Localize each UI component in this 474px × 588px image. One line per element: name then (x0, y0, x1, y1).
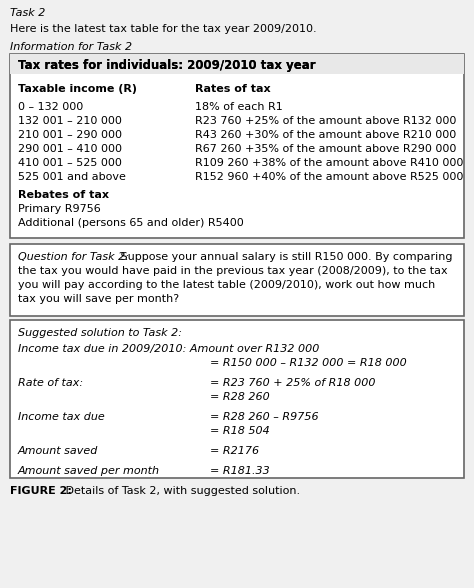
Text: Suppose your annual salary is still R150 000. By comparing: Suppose your annual salary is still R150… (117, 252, 453, 262)
Text: = R23 760 + 25% of R18 000: = R23 760 + 25% of R18 000 (210, 378, 375, 388)
Text: 132 001 – 210 000: 132 001 – 210 000 (18, 116, 122, 126)
Text: = R2176: = R2176 (210, 446, 259, 456)
Text: 210 001 – 290 000: 210 001 – 290 000 (18, 130, 122, 140)
Text: Tax rates for individuals: 2009/2010 tax year: Tax rates for individuals: 2009/2010 tax… (18, 59, 316, 72)
Text: 290 001 – 410 000: 290 001 – 410 000 (18, 144, 122, 154)
Text: 410 001 – 525 000: 410 001 – 525 000 (18, 158, 122, 168)
Text: Income tax due: Income tax due (18, 412, 105, 422)
Text: Income tax due in 2009/2010: Amount over R132 000: Income tax due in 2009/2010: Amount over… (18, 344, 319, 354)
Text: R43 260 +30% of the amount above R210 000: R43 260 +30% of the amount above R210 00… (195, 130, 456, 140)
Text: 525 001 and above: 525 001 and above (18, 172, 126, 182)
Bar (10, 54, 464, 74)
Text: Amount saved: Amount saved (18, 446, 99, 456)
Text: FIGURE 2:: FIGURE 2: (10, 486, 72, 496)
Text: 0 – 132 000: 0 – 132 000 (18, 102, 83, 112)
Text: Additional (persons 65 and older) R5400: Additional (persons 65 and older) R5400 (18, 218, 244, 228)
Text: Tax rates for individuals: 2009/2010 tax year: Tax rates for individuals: 2009/2010 tax… (18, 59, 316, 72)
Text: Rate of tax:: Rate of tax: (18, 378, 83, 388)
Text: Suggested solution to Task 2:: Suggested solution to Task 2: (18, 328, 182, 338)
Text: you will pay according to the latest table (2009/2010), work out how much: you will pay according to the latest tab… (18, 280, 435, 290)
Text: Here is the latest tax table for the tax year 2009/2010.: Here is the latest tax table for the tax… (10, 24, 317, 34)
Bar (10, 54, 464, 74)
Text: Amount saved per month: Amount saved per month (18, 466, 160, 476)
Text: Details of Task 2, with suggested solution.: Details of Task 2, with suggested soluti… (62, 486, 300, 496)
Bar (10, 320, 464, 478)
Text: tax you will save per month?: tax you will save per month? (18, 294, 179, 304)
Text: Question for Task 2:: Question for Task 2: (18, 252, 129, 262)
Text: Primary R9756: Primary R9756 (18, 204, 101, 214)
Text: Taxable income (R): Taxable income (R) (18, 84, 137, 94)
Text: R23 760 +25% of the amount above R132 000: R23 760 +25% of the amount above R132 00… (195, 116, 456, 126)
Text: Task 2: Task 2 (10, 8, 46, 18)
Text: R152 960 +40% of the amount above R525 000: R152 960 +40% of the amount above R525 0… (195, 172, 464, 182)
Text: R67 260 +35% of the amount above R290 000: R67 260 +35% of the amount above R290 00… (195, 144, 456, 154)
Text: Rebates of tax: Rebates of tax (18, 190, 109, 200)
Bar (10, 244, 464, 316)
Text: the tax you would have paid in the previous tax year (2008/2009), to the tax: the tax you would have paid in the previ… (18, 266, 447, 276)
Text: = R28 260 – R9756: = R28 260 – R9756 (210, 412, 319, 422)
Bar (10, 54, 464, 238)
Text: R109 260 +38% of the amount above R410 000: R109 260 +38% of the amount above R410 0… (195, 158, 464, 168)
Text: Rates of tax: Rates of tax (195, 84, 271, 94)
Text: 18% of each R1: 18% of each R1 (195, 102, 283, 112)
Text: = R18 504: = R18 504 (210, 426, 270, 436)
Text: = R150 000 – R132 000 = R18 000: = R150 000 – R132 000 = R18 000 (210, 358, 407, 368)
Text: = R181.33: = R181.33 (210, 466, 270, 476)
Text: = R28 260: = R28 260 (210, 392, 270, 402)
Text: Information for Task 2: Information for Task 2 (10, 42, 132, 52)
